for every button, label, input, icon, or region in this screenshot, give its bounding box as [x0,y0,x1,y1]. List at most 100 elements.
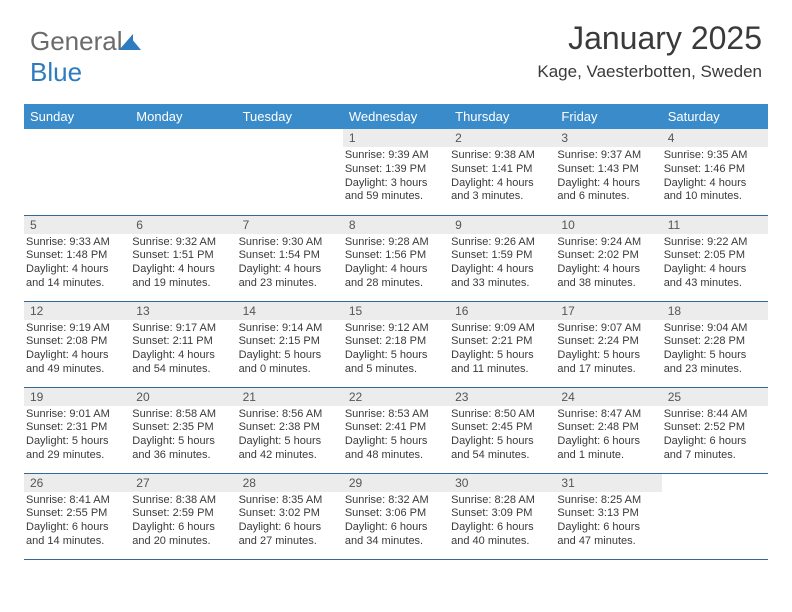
sunset-text: Sunset: 2:11 PM [132,335,234,349]
day-number: 10 [555,216,661,234]
sunrise-text: Sunrise: 9:07 AM [557,322,659,336]
daylight-text-1: Daylight: 5 hours [451,435,553,449]
sunset-text: Sunset: 2:35 PM [132,421,234,435]
day-body: Sunrise: 9:09 AMSunset: 2:21 PMDaylight:… [449,320,555,381]
calendar-day-cell [24,129,130,215]
day-number: 6 [130,216,236,234]
sunset-text: Sunset: 2:18 PM [345,335,447,349]
daylight-text-1: Daylight: 6 hours [132,521,234,535]
daylight-text-1: Daylight: 4 hours [557,263,659,277]
daylight-text-1: Daylight: 5 hours [664,349,766,363]
daylight-text-2: and 33 minutes. [451,277,553,291]
sunset-text: Sunset: 2:45 PM [451,421,553,435]
day-body: Sunrise: 9:01 AMSunset: 2:31 PMDaylight:… [24,406,130,467]
calendar-day-cell: 22Sunrise: 8:53 AMSunset: 2:41 PMDayligh… [343,387,449,473]
daylight-text-1: Daylight: 6 hours [26,521,128,535]
daylight-text-2: and 47 minutes. [557,535,659,549]
day-body: Sunrise: 9:32 AMSunset: 1:51 PMDaylight:… [130,234,236,295]
daylight-text-2: and 28 minutes. [345,277,447,291]
sunrise-text: Sunrise: 8:25 AM [557,494,659,508]
daylight-text-2: and 5 minutes. [345,363,447,377]
sunrise-text: Sunrise: 9:01 AM [26,408,128,422]
day-body: Sunrise: 9:17 AMSunset: 2:11 PMDaylight:… [130,320,236,381]
calendar-table: Sunday Monday Tuesday Wednesday Thursday… [24,104,768,560]
day-body: Sunrise: 9:35 AMSunset: 1:46 PMDaylight:… [662,147,768,208]
daylight-text-2: and 14 minutes. [26,535,128,549]
calendar-day-cell: 13Sunrise: 9:17 AMSunset: 2:11 PMDayligh… [130,301,236,387]
day-number: 5 [24,216,130,234]
calendar-day-cell: 18Sunrise: 9:04 AMSunset: 2:28 PMDayligh… [662,301,768,387]
daylight-text-2: and 7 minutes. [664,449,766,463]
sunrise-text: Sunrise: 8:32 AM [345,494,447,508]
weekday-header-row: Sunday Monday Tuesday Wednesday Thursday… [24,104,768,129]
day-number: 11 [662,216,768,234]
calendar-day-cell: 17Sunrise: 9:07 AMSunset: 2:24 PMDayligh… [555,301,661,387]
calendar-week-row: 1Sunrise: 9:39 AMSunset: 1:39 PMDaylight… [24,129,768,215]
sunrise-text: Sunrise: 8:47 AM [557,408,659,422]
daylight-text-2: and 48 minutes. [345,449,447,463]
daylight-text-2: and 1 minute. [557,449,659,463]
daylight-text-2: and 59 minutes. [345,190,447,204]
daylight-text-2: and 40 minutes. [451,535,553,549]
weekday-header: Saturday [662,104,768,129]
daylight-text-1: Daylight: 4 hours [132,349,234,363]
page-subtitle: Kage, Vaesterbotten, Sweden [537,62,762,82]
sunset-text: Sunset: 3:06 PM [345,507,447,521]
weekday-header: Sunday [24,104,130,129]
sunrise-text: Sunrise: 9:12 AM [345,322,447,336]
day-number: 12 [24,302,130,320]
sunset-text: Sunset: 1:56 PM [345,249,447,263]
daylight-text-2: and 49 minutes. [26,363,128,377]
sunset-text: Sunset: 1:41 PM [451,163,553,177]
sunset-text: Sunset: 1:46 PM [664,163,766,177]
sunrise-text: Sunrise: 9:32 AM [132,236,234,250]
sunrise-text: Sunrise: 9:14 AM [239,322,341,336]
calendar-day-cell: 10 Sunrise: 9:24 AMSunset: 2:02 PMDayligh… [555,215,661,301]
brand-triangle2-icon [131,38,141,50]
sunset-text: Sunset: 2:41 PM [345,421,447,435]
sunrise-text: Sunrise: 8:41 AM [26,494,128,508]
day-body: Sunrise: 8:25 AMSunset: 3:13 PMDaylight:… [555,492,661,553]
daylight-text-1: Daylight: 6 hours [239,521,341,535]
sunrise-text: Sunrise: 9:22 AM [664,236,766,250]
calendar-day-cell: 1Sunrise: 9:39 AMSunset: 1:39 PMDaylight… [343,129,449,215]
day-body: Sunrise: 9:28 AMSunset: 1:56 PMDaylight:… [343,234,449,295]
weekday-header: Thursday [449,104,555,129]
sunset-text: Sunset: 1:59 PM [451,249,553,263]
sunrise-text: Sunrise: 9:24 AM [557,236,659,250]
weekday-header: Monday [130,104,236,129]
day-number: 4 [662,129,768,147]
calendar-day-cell: 16Sunrise: 9:09 AMSunset: 2:21 PMDayligh… [449,301,555,387]
daylight-text-2: and 54 minutes. [451,449,553,463]
sunset-text: Sunset: 2:48 PM [557,421,659,435]
day-number: 1 [343,129,449,147]
day-number: 8 [343,216,449,234]
sunrise-text: Sunrise: 8:35 AM [239,494,341,508]
day-body: Sunrise: 9:37 AMSunset: 1:43 PMDaylight:… [555,147,661,208]
sunset-text: Sunset: 2:08 PM [26,335,128,349]
daylight-text-1: Daylight: 6 hours [451,521,553,535]
daylight-text-1: Daylight: 5 hours [132,435,234,449]
daylight-text-2: and 17 minutes. [557,363,659,377]
calendar-day-cell: 11Sunrise: 9:22 AMSunset: 2:05 PMDayligh… [662,215,768,301]
daylight-text-1: Daylight: 5 hours [26,435,128,449]
sunset-text: Sunset: 2:02 PM [557,249,659,263]
day-body: Sunrise: 8:35 AMSunset: 3:02 PMDaylight:… [237,492,343,553]
daylight-text-2: and 34 minutes. [345,535,447,549]
sunrise-text: Sunrise: 9:39 AM [345,149,447,163]
day-number: 9 [449,216,555,234]
calendar-day-cell: 24Sunrise: 8:47 AMSunset: 2:48 PMDayligh… [555,387,661,473]
sunset-text: Sunset: 1:54 PM [239,249,341,263]
calendar-day-cell [237,129,343,215]
sunrise-text: Sunrise: 8:56 AM [239,408,341,422]
calendar-day-cell: 14Sunrise: 9:14 AMSunset: 2:15 PMDayligh… [237,301,343,387]
calendar-day-cell: 25Sunrise: 8:44 AMSunset: 2:52 PMDayligh… [662,387,768,473]
sunset-text: Sunset: 3:02 PM [239,507,341,521]
daylight-text-2: and 14 minutes. [26,277,128,291]
day-body: Sunrise: 8:50 AMSunset: 2:45 PMDaylight:… [449,406,555,467]
daylight-text-2: and 11 minutes. [451,363,553,377]
day-body: Sunrise: 8:58 AMSunset: 2:35 PMDaylight:… [130,406,236,467]
sunset-text: Sunset: 2:28 PM [664,335,766,349]
daylight-text-2: and 43 minutes. [664,277,766,291]
calendar-day-cell: 20Sunrise: 8:58 AMSunset: 2:35 PMDayligh… [130,387,236,473]
